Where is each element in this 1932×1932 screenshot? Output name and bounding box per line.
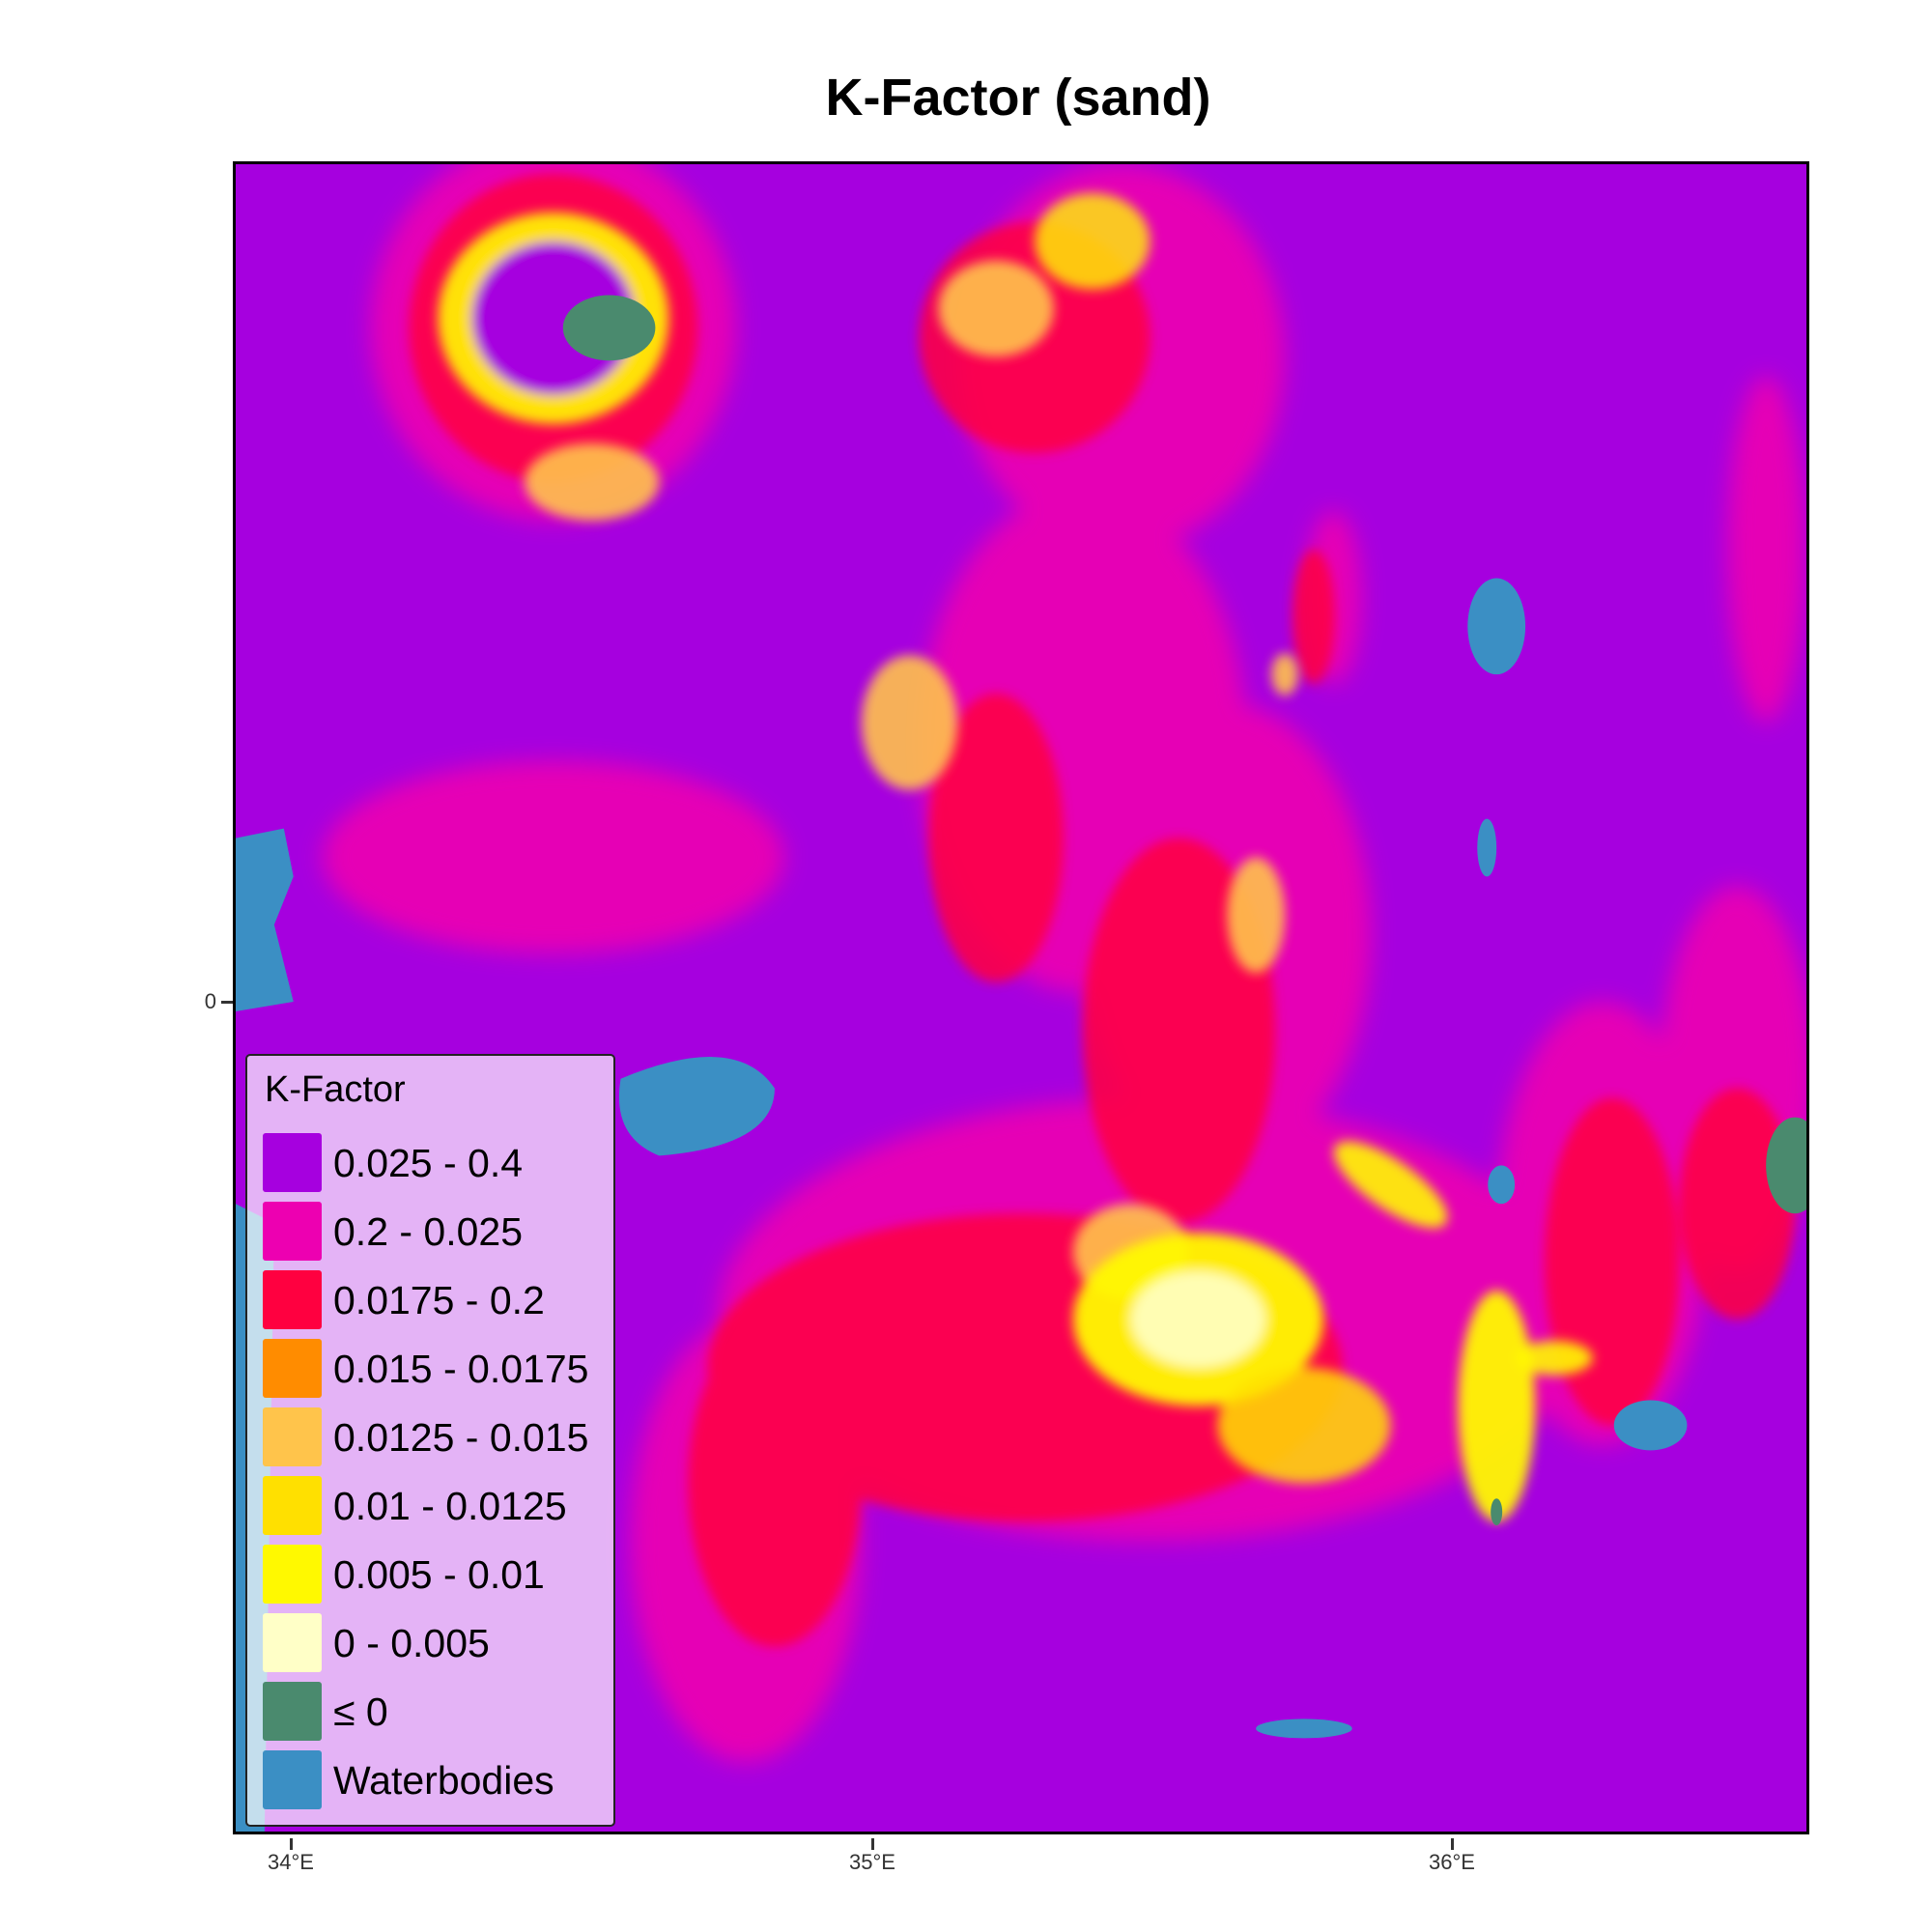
legend-item: 0.005 - 0.01 <box>263 1545 611 1605</box>
legend-item: 0.2 - 0.025 <box>263 1202 611 1262</box>
legend-item: 0.015 - 0.0175 <box>263 1339 611 1399</box>
legend-label: ≤ 0 <box>333 1690 388 1734</box>
legend-item: 0.0175 - 0.2 <box>263 1270 611 1330</box>
legend-swatch <box>263 1339 322 1398</box>
legend-swatch <box>263 1750 322 1809</box>
legend: K-Factor 0.025 - 0.4 0.2 - 0.025 0.0175 - … <box>245 1054 615 1827</box>
legend-label: 0.0125 - 0.015 <box>333 1415 589 1460</box>
legend-item: Waterbodies <box>263 1750 611 1810</box>
yellow-regions <box>438 192 1593 1522</box>
y-tick-mark <box>221 1001 233 1004</box>
x-tick-mark <box>1451 1838 1454 1850</box>
legend-swatch <box>263 1545 322 1604</box>
legend-item: 0 - 0.005 <box>263 1613 611 1673</box>
legend-swatch <box>263 1133 322 1192</box>
x-tick-label: 35°E <box>849 1850 895 1874</box>
legend-label: 0.015 - 0.0175 <box>333 1347 589 1391</box>
legend-swatch <box>263 1407 322 1466</box>
legend-item: 0.01 - 0.0125 <box>263 1476 611 1536</box>
legend-label: 0.0175 - 0.2 <box>333 1278 545 1322</box>
legend-swatch <box>263 1682 322 1741</box>
nonpositive-regions <box>562 295 1806 1526</box>
legend-swatch <box>263 1613 322 1672</box>
legend-item: 0.025 - 0.4 <box>263 1133 611 1193</box>
legend-label: 0.01 - 0.0125 <box>333 1484 567 1528</box>
map-title: K-Factor (sand) <box>825 69 1211 127</box>
legend-label: 0.2 - 0.025 <box>333 1209 524 1254</box>
legend-label: 0.005 - 0.01 <box>333 1552 545 1597</box>
legend-swatch <box>263 1202 322 1261</box>
x-tick-label: 36°E <box>1429 1850 1475 1874</box>
legend-swatch <box>263 1476 322 1535</box>
legend-label: Waterbodies <box>333 1758 554 1803</box>
y-tick-label: 0 <box>204 989 216 1013</box>
legend-label: 0.025 - 0.4 <box>333 1141 524 1185</box>
legend-swatch <box>263 1270 322 1329</box>
x-tick-label: 34°E <box>268 1850 314 1874</box>
x-tick-mark <box>871 1838 874 1850</box>
x-tick-mark <box>290 1838 293 1850</box>
legend-label: 0 - 0.005 <box>333 1621 490 1665</box>
legend-item: 0.0125 - 0.015 <box>263 1407 611 1467</box>
legend-title: K-Factor <box>265 1069 406 1110</box>
legend-item: ≤ 0 <box>263 1682 611 1742</box>
